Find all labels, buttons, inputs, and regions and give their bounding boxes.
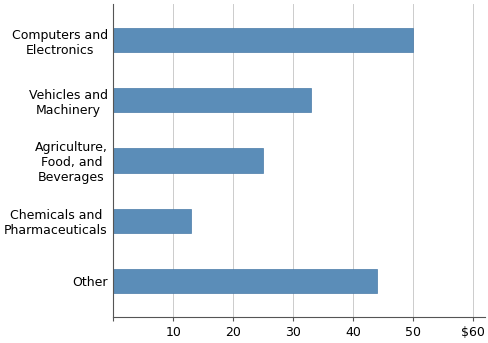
- Bar: [113, 28, 412, 52]
- Bar: [113, 269, 376, 293]
- Bar: [113, 88, 310, 113]
- Bar: [113, 149, 263, 173]
- Bar: [113, 209, 191, 233]
